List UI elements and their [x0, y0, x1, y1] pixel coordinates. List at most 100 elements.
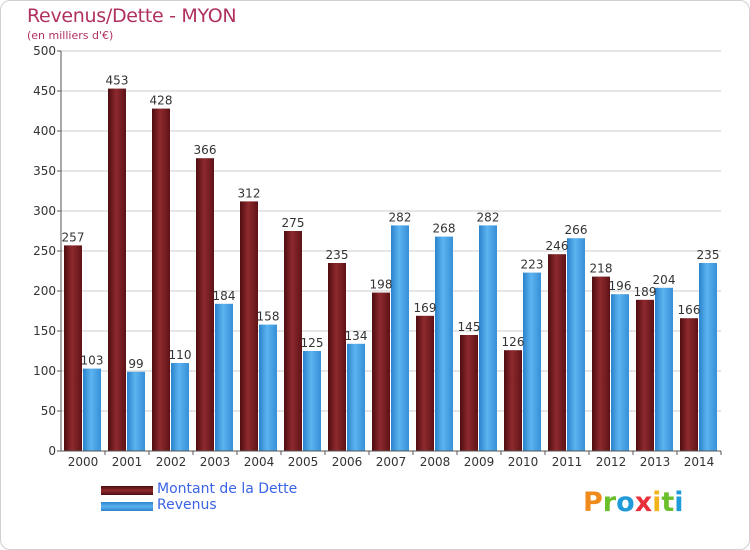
bar-revenus — [435, 236, 453, 451]
chart-title: Revenus/Dette - MYON — [27, 5, 237, 27]
x-tick-label: 2011 — [552, 455, 583, 469]
data-label: 218 — [590, 262, 613, 276]
y-tick-label: 150 — [33, 324, 56, 338]
data-label: 134 — [345, 329, 368, 343]
data-label: 145 — [458, 320, 481, 334]
bar-dette — [152, 108, 170, 451]
bar-revenus — [655, 287, 673, 451]
bar-dette — [328, 263, 346, 451]
y-tick-label: 0 — [48, 444, 56, 458]
data-label: 282 — [389, 210, 412, 224]
bar-dette — [108, 88, 126, 451]
bar-revenus — [699, 263, 717, 451]
data-label: 110 — [169, 348, 192, 362]
data-label: 125 — [301, 336, 324, 350]
data-label: 282 — [477, 210, 500, 224]
data-label: 99 — [128, 357, 143, 371]
logo-letter: i — [652, 487, 662, 518]
bar-dette — [680, 318, 698, 451]
x-axis-ticks: 2000 2001 2002 2003 2004 2005 2006 2007 2008 2009… — [68, 451, 722, 469]
bar-revenus — [611, 294, 629, 451]
logo-letter: o — [616, 487, 635, 518]
data-label: 103 — [81, 354, 104, 368]
chart-subtitle: (en milliers d'€) — [27, 29, 114, 42]
data-label: 268 — [433, 222, 456, 236]
x-tick-label: 2003 — [200, 455, 231, 469]
x-tick-label: 2007 — [376, 455, 407, 469]
data-label: 223 — [521, 258, 544, 272]
data-label: 189 — [634, 285, 657, 299]
data-label: 453 — [106, 74, 129, 88]
x-tick-label: 2004 — [244, 455, 275, 469]
data-label: 158 — [257, 310, 280, 324]
data-label: 204 — [653, 273, 676, 287]
x-tick-label: 2000 — [68, 455, 99, 469]
y-tick-label: 250 — [33, 244, 56, 258]
y-tick-label: 450 — [33, 84, 56, 98]
data-label: 196 — [609, 279, 632, 293]
y-tick-label: 500 — [33, 44, 56, 58]
bar-revenus — [127, 371, 145, 451]
bar-revenus — [171, 363, 189, 451]
bar-revenus — [83, 368, 101, 451]
data-label: 246 — [546, 239, 569, 253]
x-tick-label: 2006 — [332, 455, 363, 469]
bar-revenus — [347, 343, 365, 451]
data-label: 184 — [213, 289, 236, 303]
y-tick-label: 300 — [33, 204, 56, 218]
proxiti-logo: Proxiti — [583, 487, 684, 518]
legend-swatch-revenus — [101, 502, 153, 511]
data-label: 312 — [238, 186, 261, 200]
y-tick-label: 100 — [33, 364, 56, 378]
y-tick-label: 200 — [33, 284, 56, 298]
bar-revenus — [259, 324, 277, 451]
data-labels: 257 103 453 99 428 110 366 184 312 158 275 125 235 13… — [62, 74, 720, 371]
x-tick-label: 2010 — [508, 455, 539, 469]
data-label: 366 — [194, 143, 217, 157]
bars — [64, 88, 717, 451]
bar-revenus — [523, 272, 541, 451]
data-label: 235 — [697, 248, 720, 262]
x-tick-label: 2009 — [464, 455, 495, 469]
bar-dette — [416, 315, 434, 451]
bar-revenus — [567, 238, 585, 451]
bar-dette — [548, 254, 566, 451]
x-tick-label: 2001 — [112, 455, 143, 469]
logo-letter: r — [602, 487, 617, 518]
x-tick-label: 2005 — [288, 455, 319, 469]
data-label: 428 — [150, 94, 173, 108]
x-tick-label: 2002 — [156, 455, 187, 469]
data-label: 198 — [370, 278, 393, 292]
data-label: 257 — [62, 230, 85, 244]
logo-letter: x — [634, 487, 653, 518]
legend-swatch-dette — [101, 486, 153, 495]
bar-dette — [372, 292, 390, 451]
logo-letter: t — [661, 487, 675, 518]
bar-dette — [196, 158, 214, 451]
x-tick-label: 2013 — [640, 455, 671, 469]
legend-label-revenus: Revenus — [157, 497, 217, 513]
data-label: 275 — [282, 216, 305, 230]
data-label: 126 — [502, 335, 525, 349]
bar-revenus — [215, 303, 233, 451]
bar-revenus — [391, 225, 409, 451]
x-tick-label: 2014 — [684, 455, 715, 469]
y-tick-label: 50 — [41, 404, 56, 418]
y-tick-label: 350 — [33, 164, 56, 178]
bar-dette — [240, 201, 258, 451]
bar-dette — [64, 245, 82, 451]
logo-letter: P — [583, 487, 603, 518]
bar-revenus — [303, 351, 321, 451]
data-label: 235 — [326, 248, 349, 262]
bar-dette — [636, 299, 654, 451]
data-label: 169 — [414, 301, 437, 315]
bar-dette — [284, 231, 302, 451]
x-tick-label: 2012 — [596, 455, 627, 469]
bar-dette — [460, 335, 478, 451]
legend-label-dette: Montant de la Dette — [157, 481, 298, 497]
x-tick-label: 2008 — [420, 455, 451, 469]
data-label: 166 — [678, 303, 701, 317]
y-tick-label: 400 — [33, 124, 56, 138]
